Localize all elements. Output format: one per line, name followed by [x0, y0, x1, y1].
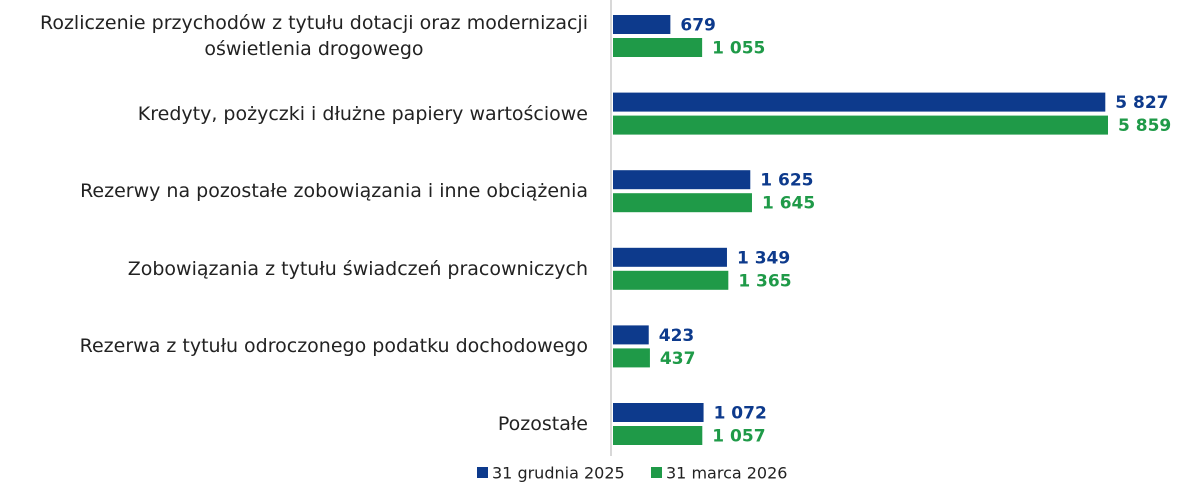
category-label: Rozliczenie przychodów z tytułu dotacji … [39, 12, 588, 60]
value-label: 1 645 [762, 194, 815, 214]
bar [613, 270, 729, 290]
value-label: 1 072 [714, 404, 767, 424]
category-label: Pozostałe [497, 413, 588, 435]
category-label: Rezerwa z tytułu odroczonego podatku doc… [79, 335, 588, 358]
value-label: 5 859 [1118, 116, 1171, 136]
legend-swatch [651, 467, 662, 478]
value-label: 437 [660, 349, 696, 369]
value-label: 1 365 [738, 271, 791, 291]
value-label: 1 625 [760, 171, 813, 191]
legend-swatch [477, 467, 488, 478]
bar [613, 403, 704, 422]
value-label: 1 349 [737, 248, 790, 268]
bar [613, 15, 671, 34]
bar [613, 426, 703, 445]
value-label: 1 057 [712, 427, 765, 447]
value-label: 423 [659, 326, 695, 346]
category-label: Rezerwy na pozostałe zobowiązania i inne… [80, 180, 588, 203]
bar [613, 193, 752, 213]
value-label: 1 055 [712, 39, 765, 59]
category-label: Zobowiązania z tytułu świadczeń pracowni… [127, 257, 588, 280]
bar [613, 325, 649, 345]
value-label: 5 827 [1115, 93, 1168, 113]
legend-label: 31 marca 2026 [666, 464, 787, 483]
bar [613, 115, 1108, 135]
legend-label: 31 grudnia 2025 [492, 464, 625, 483]
bar [613, 247, 727, 267]
bar [613, 348, 650, 368]
value-label: 679 [680, 16, 716, 36]
category-label: Kredyty, pożyczki i dłużne papiery warto… [137, 102, 588, 125]
bar [613, 92, 1106, 112]
bar [613, 170, 751, 190]
bar [613, 38, 703, 57]
